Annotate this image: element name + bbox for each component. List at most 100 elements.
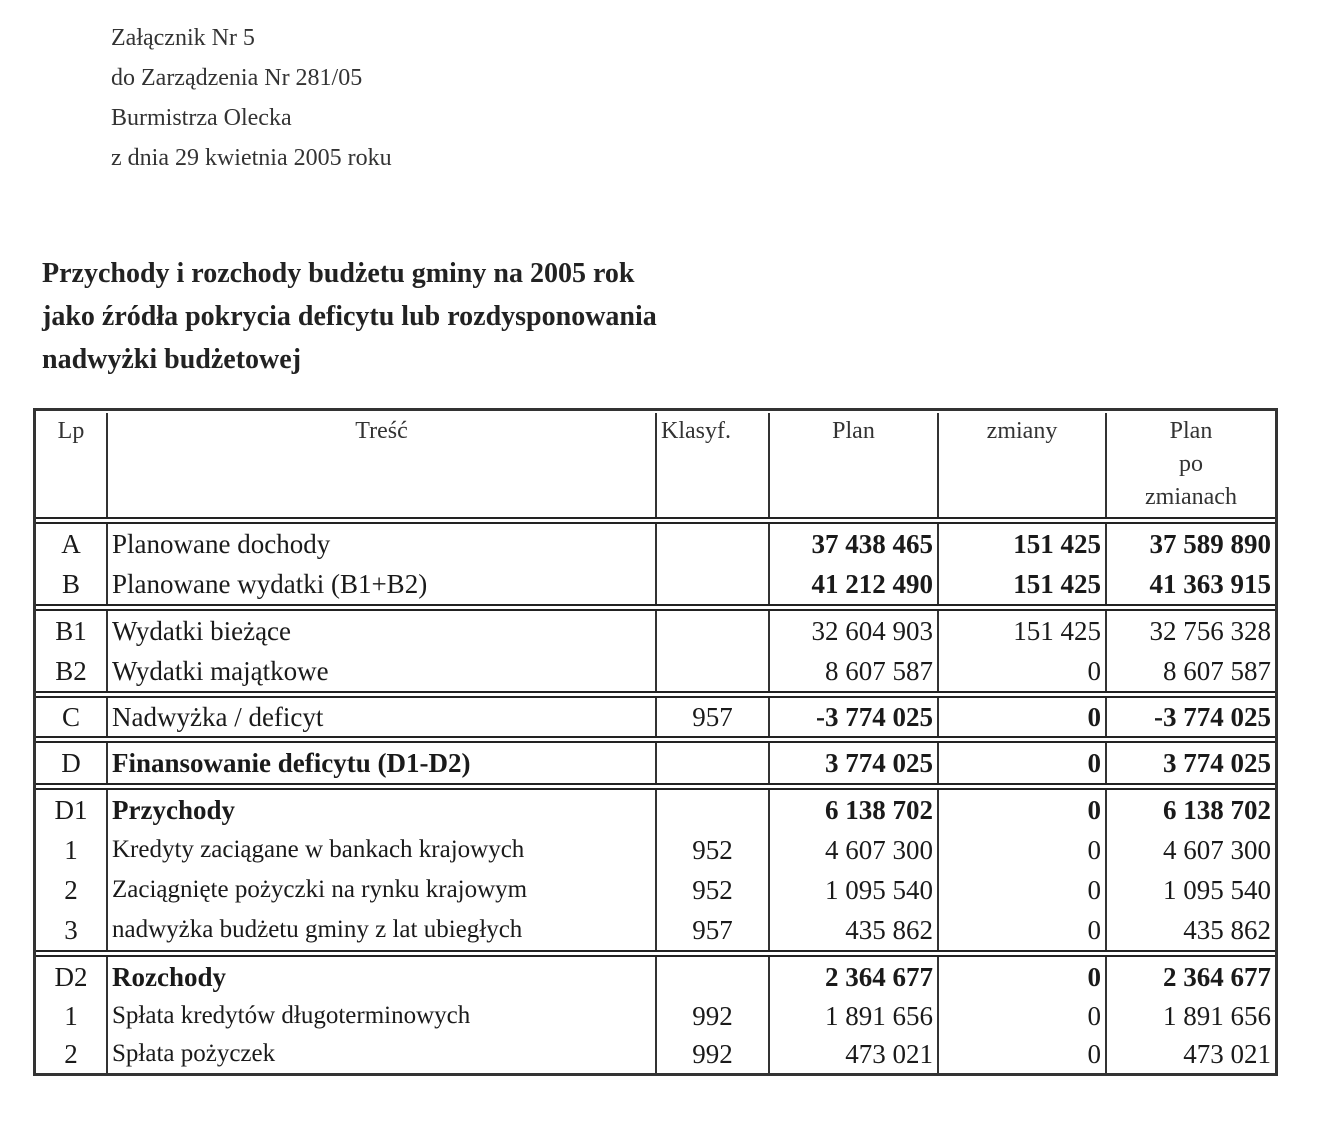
cell-plan-po-zmianach: 3 774 025 bbox=[1163, 748, 1271, 778]
table-row-group: C Nadwyżka / deficyt 957 -3 774 025 0 -3 774 … bbox=[36, 696, 1275, 738]
cell-zmiany: 0 bbox=[939, 651, 1107, 691]
cell-tresc: Wydatki majątkowe bbox=[108, 651, 657, 691]
cell-zmiany: 0 bbox=[939, 870, 1107, 910]
table-header-row: Lp Treść Klasyf. Plan zmiany Plan po zmi… bbox=[36, 413, 1275, 517]
cell-klasyf: 952 bbox=[657, 830, 770, 870]
cell-zmiany: 151 425 bbox=[939, 524, 1107, 564]
cell-lp: D1 bbox=[36, 790, 108, 830]
cell-lp: D2 bbox=[36, 957, 108, 997]
cell-zmiany: 151 425 bbox=[939, 611, 1107, 651]
cell-plan: 473 021 bbox=[770, 1035, 939, 1073]
cell-zmiany: 0 bbox=[939, 1035, 1107, 1073]
table-row: 1 Kredyty zaciągane w bankach krajowych 95… bbox=[36, 830, 1275, 870]
col-header-plan-po-zmianach: Plan po zmianach bbox=[1145, 418, 1237, 510]
cell-plan-po-zmianach: 41 363 915 bbox=[1149, 569, 1272, 599]
header-line: z dnia 29 kwietnia 2005 roku bbox=[111, 145, 392, 171]
table-row: B2 Wydatki majątkowe 8 607 587 0 8 607 587 bbox=[36, 651, 1275, 691]
title-line: jako źródła pokrycia deficytu lub rozdys… bbox=[42, 301, 657, 332]
cell-plan: 4 607 300 bbox=[770, 830, 939, 870]
cell-plan-po-zmianach: 32 756 328 bbox=[1149, 616, 1272, 646]
col-header-lp: Lp bbox=[36, 413, 108, 517]
table-row: 2 Spłata pożyczek 992 473 021 0 473 021 bbox=[36, 1035, 1275, 1073]
cell-plan-po-zmianach: 473 021 bbox=[1183, 1039, 1271, 1069]
cell-tresc: Finansowanie deficytu (D1-D2) bbox=[108, 743, 657, 783]
cell-zmiany: 0 bbox=[939, 957, 1107, 997]
cell-lp: 1 bbox=[36, 997, 108, 1035]
cell-zmiany: 151 425 bbox=[939, 564, 1107, 604]
cell-plan-po-zmianach: 6 138 702 bbox=[1163, 795, 1271, 825]
table-row: 3 nadwyżka budżetu gminy z lat ubiegłych 9… bbox=[36, 910, 1275, 950]
table-row: C Nadwyżka / deficyt 957 -3 774 025 0 -3 774 … bbox=[36, 698, 1275, 736]
col-header-klasyf: Klasyf. bbox=[657, 413, 770, 517]
table-row-group: B1 Wydatki bieżące 32 604 903 151 425 32 756… bbox=[36, 609, 1275, 693]
cell-klasyf bbox=[657, 957, 770, 997]
cell-tresc: Zaciągnięte pożyczki na rynku krajowym bbox=[108, 870, 657, 910]
cell-klasyf bbox=[657, 743, 770, 783]
cell-lp: 2 bbox=[36, 1035, 108, 1073]
cell-zmiany: 0 bbox=[939, 830, 1107, 870]
cell-lp: 2 bbox=[36, 870, 108, 910]
cell-tresc: Spłata kredytów długoterminowych bbox=[108, 997, 657, 1035]
table-row: B Planowane wydatki (B1+B2) 41 212 490 151 … bbox=[36, 564, 1275, 604]
table-row-group: D2 Rozchody 2 364 677 0 2 364 677 1 Spłata kre… bbox=[36, 955, 1275, 1073]
cell-klasyf bbox=[657, 790, 770, 830]
cell-plan-po-zmianach: 8 607 587 bbox=[1163, 656, 1271, 686]
cell-tresc: Nadwyżka / deficyt bbox=[108, 698, 657, 736]
cell-zmiany: 0 bbox=[939, 910, 1107, 950]
cell-plan-po-zmianach: -3 774 025 bbox=[1154, 702, 1271, 732]
cell-klasyf: 957 bbox=[657, 910, 770, 950]
table-row-group: D Finansowanie deficytu (D1-D2) 3 774 025 0… bbox=[36, 741, 1275, 785]
cell-plan: 6 138 702 bbox=[770, 790, 939, 830]
cell-tresc: Spłata pożyczek bbox=[108, 1035, 657, 1073]
cell-plan-po-zmianach: 4 607 300 bbox=[1163, 835, 1271, 865]
table-row: D2 Rozchody 2 364 677 0 2 364 677 bbox=[36, 957, 1275, 997]
title-line: nadwyżki budżetowej bbox=[42, 344, 302, 375]
title-line: Przychody i rozchody budżetu gminy na 20… bbox=[42, 258, 635, 289]
table-row-group: A Planowane dochody 37 438 465 151 425 37 58… bbox=[36, 522, 1275, 606]
cell-lp: 1 bbox=[36, 830, 108, 870]
table-row: A Planowane dochody 37 438 465 151 425 37 58… bbox=[36, 524, 1275, 564]
cell-tresc: Przychody bbox=[108, 790, 657, 830]
cell-tresc: Wydatki bieżące bbox=[108, 611, 657, 651]
cell-tresc: Kredyty zaciągane w bankach krajowych bbox=[108, 830, 657, 870]
cell-klasyf: 952 bbox=[657, 870, 770, 910]
table-row: 2 Zaciągnięte pożyczki na rynku krajowym 9… bbox=[36, 870, 1275, 910]
cell-plan: 1 095 540 bbox=[770, 870, 939, 910]
cell-plan: 32 604 903 bbox=[770, 611, 939, 651]
cell-klasyf: 992 bbox=[657, 997, 770, 1035]
cell-tresc: Rozchody bbox=[108, 957, 657, 997]
header-line: Burmistrza Olecka bbox=[111, 105, 292, 131]
cell-klasyf bbox=[657, 651, 770, 691]
table-row: B1 Wydatki bieżące 32 604 903 151 425 32 756… bbox=[36, 611, 1275, 651]
cell-plan: 435 862 bbox=[770, 910, 939, 950]
table-row: D1 Przychody 6 138 702 0 6 138 702 bbox=[36, 790, 1275, 830]
header-line: do Zarządzenia Nr 281/05 bbox=[111, 65, 363, 91]
cell-lp: B bbox=[36, 564, 108, 604]
cell-tresc: Planowane dochody bbox=[108, 524, 657, 564]
budget-table: Lp Treść Klasyf. Plan zmiany Plan po zmi… bbox=[33, 408, 1278, 1076]
table-row: D Finansowanie deficytu (D1-D2) 3 774 025 0… bbox=[36, 743, 1275, 783]
cell-plan-po-zmianach: 435 862 bbox=[1183, 915, 1271, 945]
cell-klasyf bbox=[657, 524, 770, 564]
document-title: Przychody i rozchody budżetu gminy na 20… bbox=[42, 252, 657, 381]
cell-plan: 8 607 587 bbox=[770, 651, 939, 691]
cell-plan-po-zmianach: 2 364 677 bbox=[1163, 962, 1271, 992]
cell-lp: B2 bbox=[36, 651, 108, 691]
cell-plan-po-zmianach: 1 891 656 bbox=[1163, 1001, 1271, 1031]
cell-klasyf bbox=[657, 564, 770, 604]
cell-lp: C bbox=[36, 698, 108, 736]
cell-zmiany: 0 bbox=[939, 698, 1107, 736]
table-row-group: D1 Przychody 6 138 702 0 6 138 702 1 Kredyty z… bbox=[36, 788, 1275, 952]
cell-klasyf bbox=[657, 611, 770, 651]
cell-lp: 3 bbox=[36, 910, 108, 950]
cell-plan: 2 364 677 bbox=[770, 957, 939, 997]
col-header-plan: Plan bbox=[770, 413, 939, 517]
cell-plan: -3 774 025 bbox=[770, 698, 939, 736]
cell-plan: 1 891 656 bbox=[770, 997, 939, 1035]
cell-plan-po-zmianach: 37 589 890 bbox=[1149, 529, 1272, 559]
col-header-tresc: Treść bbox=[108, 413, 657, 517]
cell-zmiany: 0 bbox=[939, 743, 1107, 783]
cell-plan-po-zmianach: 1 095 540 bbox=[1163, 875, 1271, 905]
cell-plan: 41 212 490 bbox=[770, 564, 939, 604]
cell-plan: 3 774 025 bbox=[770, 743, 939, 783]
